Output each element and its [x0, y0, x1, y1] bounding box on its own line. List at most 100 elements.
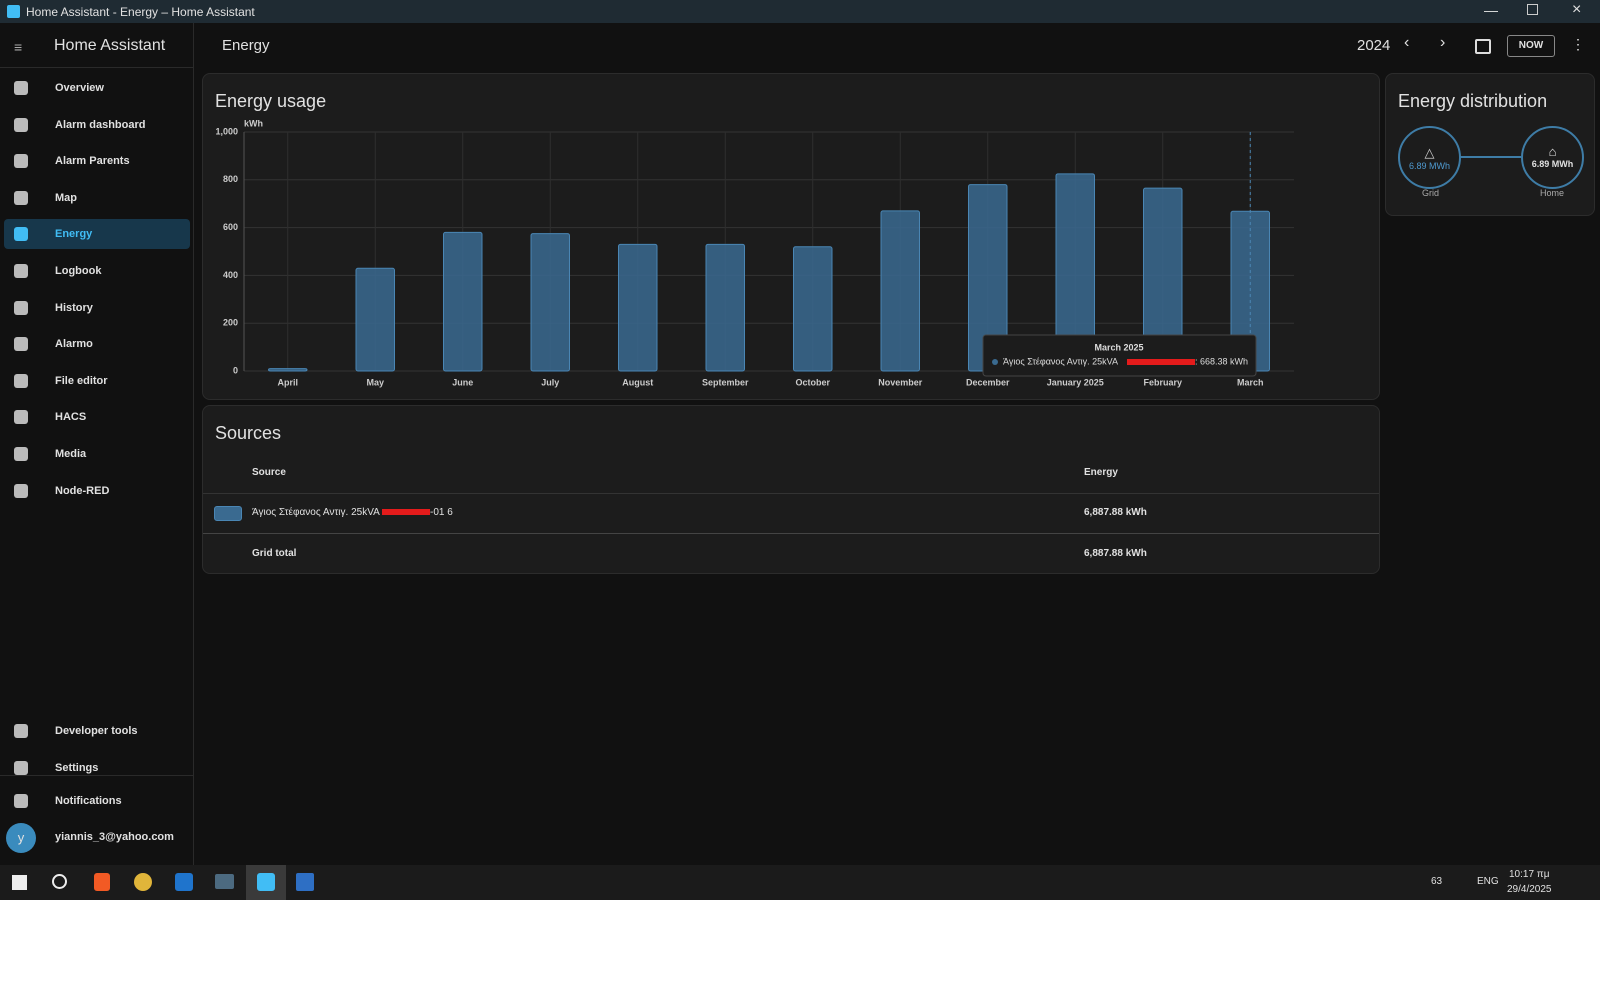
chrome[interactable] — [134, 873, 152, 891]
nav-icon — [14, 227, 28, 242]
x-tick-label: March — [1237, 377, 1264, 387]
menu-button[interactable]: ≡ — [14, 39, 23, 55]
next[interactable]: › — [1440, 34, 1446, 51]
column-header: Source — [252, 467, 286, 478]
notifications[interactable]: Notifications — [0, 786, 193, 816]
now-button[interactable]: NOW — [1507, 35, 1555, 57]
minimize[interactable]: — — [1484, 2, 1498, 18]
taskbar: 63 ENG 10:17 πμ 29/4/2025 — [0, 865, 1600, 900]
flow-line — [1459, 156, 1521, 158]
x-tick-label: April — [277, 377, 298, 387]
tooltip-value: : 668.38 kWh — [1195, 356, 1248, 366]
y-tick-label: 800 — [223, 174, 238, 184]
nav-item[interactable]: Logbook — [0, 256, 193, 286]
bar — [268, 368, 308, 372]
close[interactable]: × — [1572, 1, 1582, 18]
nav-item[interactable]: Alarmo — [0, 329, 193, 359]
nav-icon — [14, 483, 28, 498]
nav-icon — [14, 117, 28, 132]
nav-item[interactable]: Node-RED — [0, 476, 193, 506]
bar — [880, 210, 920, 372]
y-tick-label: 600 — [223, 222, 238, 232]
brave[interactable] — [94, 873, 110, 891]
nav-item[interactable]: Alarm Parents — [0, 146, 193, 176]
redaction — [382, 509, 431, 516]
prev[interactable]: ‹ — [1404, 34, 1410, 51]
nav-item[interactable]: HACS — [0, 402, 193, 432]
y-tick-label: 0 — [233, 365, 238, 375]
nav-label: Developer tools — [55, 725, 138, 737]
search-button[interactable] — [52, 874, 67, 889]
nav-label: HACS — [55, 411, 87, 424]
nav-icon — [14, 264, 28, 278]
calendar[interactable] — [1475, 39, 1491, 54]
chart-title: Energy usage — [215, 91, 326, 111]
nav-label: Overview — [55, 82, 104, 94]
sidebar: ≡ Home Assistant Overview Alarm dashboard… — [0, 23, 194, 865]
sources-title: Sources — [215, 423, 282, 443]
nav-icon — [14, 300, 28, 315]
grid-value: 6.89 MWh — [1408, 161, 1450, 171]
distribution-card: Energy distribution △ 6.89 MWh Grid ⌂ 6.89… — [1385, 73, 1595, 216]
user-name: yiannis_3@yahoo.com — [55, 831, 174, 843]
grid-circle: △ 6.89 MWh — [1398, 126, 1461, 189]
nav-label: Energy — [55, 228, 93, 241]
x-tick-label: June — [452, 377, 473, 387]
window-title: Home Assistant - Energy – Home Assistant — [26, 5, 255, 19]
x-tick-label: July — [541, 377, 559, 387]
nav-icon — [14, 337, 28, 352]
nav-item[interactable]: Map — [0, 183, 193, 213]
chart: Energy usage kWh 0 200 400 600 800 1,000 April… — [215, 91, 1294, 387]
source-suffix: -01 6 — [430, 507, 453, 518]
divider — [0, 67, 193, 68]
tooltip-dot — [992, 359, 998, 365]
home-value: 6.89 MWh — [1531, 159, 1574, 169]
nav-icon — [14, 410, 28, 425]
start-button[interactable] — [12, 875, 27, 890]
source-name: Άγιος Στέφανος Αντιγ. 25kVA -01 6 — [252, 507, 453, 518]
explorer[interactable] — [215, 874, 234, 889]
grid-label: Grid — [1422, 188, 1440, 198]
tooltip-title: March 2025 — [1094, 342, 1143, 352]
grid-icon: △ — [1424, 145, 1435, 160]
bar — [705, 243, 745, 372]
y-tick-label: 1,000 — [215, 126, 238, 136]
avatar[interactable]: y — [6, 823, 36, 853]
nav-item[interactable]: Energy — [4, 219, 190, 250]
nav-icon — [14, 190, 28, 205]
date: 29/4/2025 — [1507, 884, 1552, 895]
nav-label: Alarmo — [55, 338, 93, 351]
tooltip-series: Άγιος Στέφανος Αντιγ. 25kVA — [1003, 356, 1118, 366]
sidebar-title: Home Assistant — [54, 37, 166, 54]
nav-item[interactable]: Overview — [0, 73, 193, 103]
battery: 63 — [1431, 876, 1443, 887]
total-energy: 6,887.88 kWh — [1084, 548, 1147, 559]
nav-item[interactable]: Media — [0, 439, 193, 469]
bar — [618, 243, 658, 372]
nav-label: Alarm dashboard — [55, 118, 146, 131]
nav-item[interactable]: Alarm dashboard — [0, 110, 193, 140]
outlook[interactable] — [175, 873, 193, 891]
nav-item[interactable]: File editor — [0, 366, 193, 396]
title-bar: Home Assistant - Energy – Home Assistant… — [0, 0, 1600, 23]
active-app[interactable] — [246, 865, 286, 900]
more[interactable]: ⋮ — [1571, 36, 1585, 52]
nav-label: Alarm Parents — [55, 155, 130, 168]
language: ENG — [1477, 876, 1499, 887]
nav-label: Settings — [55, 762, 99, 774]
time: 10:17 πμ — [1509, 869, 1550, 880]
nav-item[interactable]: History — [0, 293, 193, 323]
y-tick-label: 200 — [223, 318, 238, 328]
nav-item[interactable]: Developer tools — [0, 716, 193, 746]
nav-item[interactable]: Settings — [0, 753, 193, 783]
home-label: Home — [1540, 188, 1565, 198]
word[interactable] — [296, 873, 314, 891]
nav-label: Logbook — [55, 265, 102, 277]
bar — [793, 246, 833, 372]
x-tick-label: December — [966, 377, 1010, 387]
sources-card: Sources Source Energy Άγιος Στέφανος Αντ… — [202, 405, 1380, 574]
restore[interactable] — [1527, 4, 1538, 15]
y-unit: kWh — [244, 118, 263, 128]
x-tick-label: August — [622, 377, 653, 387]
